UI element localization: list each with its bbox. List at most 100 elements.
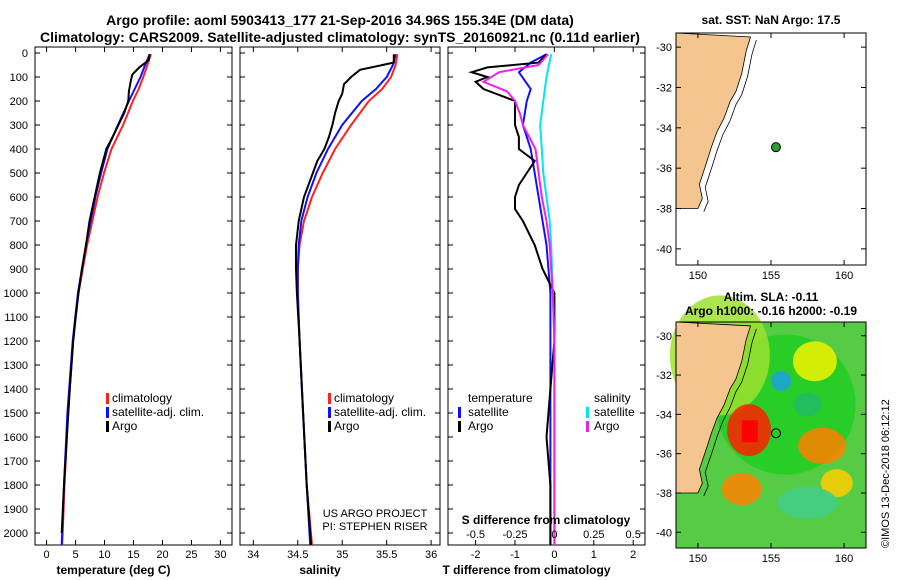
- legend-label: Argo: [334, 419, 360, 433]
- x-tick-label: 0: [44, 549, 50, 561]
- legend-label: satellite-adj. clim.: [334, 405, 426, 419]
- x2-tick-label: 0: [551, 529, 557, 541]
- series-line: [295, 54, 395, 546]
- land-area: [675, 32, 752, 209]
- x-tick-label: 5: [72, 549, 78, 561]
- depth-tick-label: 1200: [4, 336, 28, 348]
- panel-frame: [447, 46, 646, 546]
- x-tick-label: 0: [551, 549, 557, 561]
- x-tick-label: 34: [247, 549, 259, 561]
- profile-panel-salinity: 34 34.5 35 35.5 36 salinity climatologysatelli…: [239, 46, 441, 577]
- legend-swatch: [328, 407, 331, 418]
- panel-frame: [239, 46, 441, 546]
- depth-tick-label: 1000: [4, 288, 28, 300]
- depth-tick-label: 700: [10, 216, 28, 228]
- x-tick-label: 15: [127, 549, 139, 561]
- legend-label: climatology: [334, 391, 394, 405]
- project-annotation: PI: STEPHEN RISER: [322, 521, 427, 533]
- legend-swatch: [458, 407, 461, 418]
- sla-anomaly: [771, 370, 792, 391]
- panel-frame: [34, 46, 233, 546]
- depth-tick-label: 2000: [4, 528, 28, 540]
- depth-tick-label: 900: [10, 264, 28, 276]
- map-y-tick-label: -36: [656, 449, 672, 461]
- legend-swatch: [106, 407, 109, 418]
- x-tick-label: 36: [425, 549, 437, 561]
- x-tick-label: 35: [336, 549, 348, 561]
- map-x-tick-label: 150: [689, 553, 707, 565]
- x2-tick-label: -0.5: [466, 529, 485, 541]
- map-x-tick-label: 150: [689, 270, 707, 282]
- x-tick-label: 2: [630, 549, 636, 561]
- map-y-tick-label: -38: [656, 488, 672, 500]
- x-tick-label: -1: [510, 549, 520, 561]
- x2-tick-label: 0.25: [583, 529, 604, 541]
- map-y-tick-label: -30: [656, 331, 672, 343]
- sla-hotspot: [741, 420, 758, 443]
- map-y-tick-label: -34: [656, 123, 672, 135]
- sla-anomaly: [798, 427, 847, 464]
- sla-anomaly: [792, 341, 837, 382]
- x-tick-label: 25: [185, 549, 197, 561]
- x-axis-label: temperature (deg C): [56, 563, 170, 577]
- profile-location-marker: [770, 428, 781, 439]
- figure-title-line1: Argo profile: aoml 5903413_177 21-Sep-20…: [106, 12, 574, 28]
- land-area: [675, 321, 752, 494]
- sla-anomaly: [793, 392, 822, 417]
- x-axis-label: salinity: [299, 563, 341, 577]
- map-y-tick-label: -30: [656, 42, 672, 54]
- sla-anomaly: [777, 486, 838, 519]
- depth-tick-label: 1900: [4, 504, 28, 516]
- profile-location-marker: [770, 142, 781, 153]
- map-title: Argo h1000: -0.16 h2000: -0.19: [685, 304, 857, 318]
- depth-tick-label: 300: [10, 120, 28, 132]
- x-tick-label: -2: [471, 549, 481, 561]
- x-tick-label: 20: [156, 549, 168, 561]
- legend-label: salinity: [594, 391, 631, 405]
- depth-tick-label: 1600: [4, 432, 28, 444]
- map-y-tick-label: -38: [656, 204, 672, 216]
- profile-panel-temperature: 0 5 10 15 20 25 30 temperature (deg C) climatolo…: [34, 46, 233, 577]
- map-x-tick-label: 160: [835, 553, 853, 565]
- depth-tick-label: 1700: [4, 456, 28, 468]
- depth-tick-label: 200: [10, 96, 28, 108]
- depth-tick-label: 1500: [4, 408, 28, 420]
- x2-tick-label: 0.5: [626, 529, 641, 541]
- map-y-tick-label: -36: [656, 163, 672, 175]
- depth-tick-label: 600: [10, 192, 28, 204]
- sla-anomaly: [721, 473, 762, 506]
- sla-anomaly: [820, 469, 853, 498]
- depth-tick-label: 1800: [4, 480, 28, 492]
- map-y-tick-label: -32: [656, 82, 672, 94]
- legend-label: satellite: [594, 405, 635, 419]
- figure-title-line2: Climatology: CARS2009. Satellite-adjuste…: [40, 29, 640, 45]
- x-axis-label: T difference from climatology: [442, 563, 610, 577]
- x-tick-label: 10: [98, 549, 110, 561]
- x-tick-label: 1: [591, 549, 597, 561]
- legend-swatch: [586, 407, 589, 418]
- map-title: sat. SST: NaN Argo: 17.5: [702, 13, 841, 27]
- map-y-tick-label: -40: [656, 527, 672, 539]
- map-y-tick-label: -40: [656, 244, 672, 256]
- legend-swatch: [328, 393, 331, 404]
- legend-swatch: [458, 421, 461, 432]
- depth-tick-label: 100: [10, 72, 28, 84]
- map-x-tick-label: 160: [835, 270, 853, 282]
- legend-label: satellite-adj. clim.: [112, 405, 204, 419]
- legend-label: Argo: [112, 419, 138, 433]
- legend-swatch: [328, 421, 331, 432]
- x2-axis-label: S difference from climatology: [462, 513, 631, 527]
- shelf-contour: [703, 39, 757, 212]
- x-tick-label: 30: [214, 549, 226, 561]
- map-x-tick-label: 155: [762, 270, 780, 282]
- map-panel-sst_map: -30 -32 -34 -36 -38 -40 150 155 160 sat. SST: NaN…: [656, 13, 867, 282]
- depth-tick-label: 0: [22, 48, 28, 60]
- map-y-tick-label: -32: [656, 370, 672, 382]
- legend-label: climatology: [112, 391, 172, 405]
- map-x-tick-label: 155: [762, 553, 780, 565]
- legend-label: satellite: [468, 405, 509, 419]
- x2-tick-label: -0.25: [502, 529, 527, 541]
- depth-tick-label: 1100: [4, 312, 28, 324]
- depth-tick-label: 800: [10, 240, 28, 252]
